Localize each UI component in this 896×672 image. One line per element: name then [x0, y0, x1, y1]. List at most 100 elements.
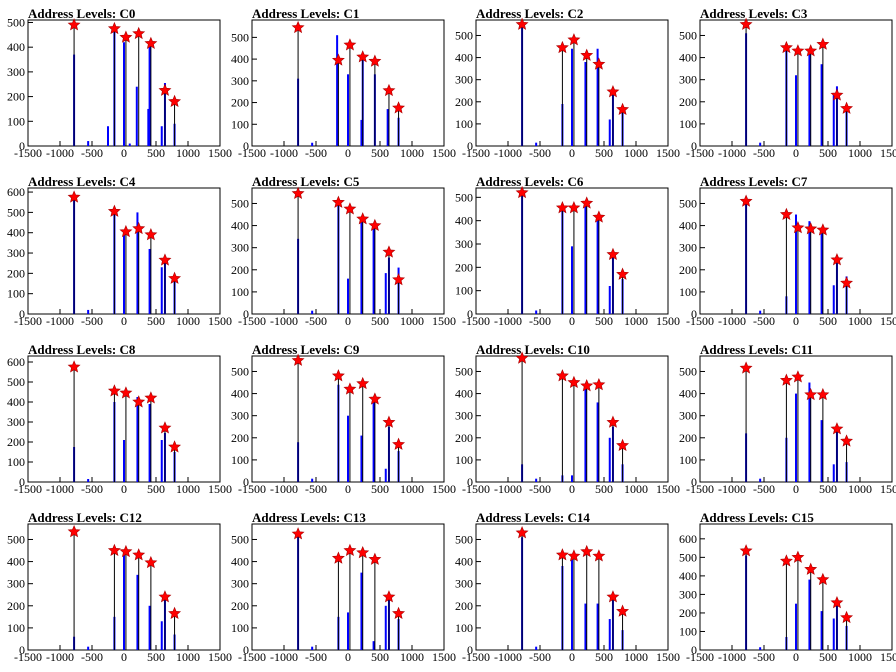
x-tick-label: -1000 — [494, 482, 522, 496]
histogram-bar — [596, 402, 599, 482]
histogram-bar — [384, 605, 387, 650]
x-tick-label: 0 — [121, 482, 127, 496]
x-tick-label: 1500 — [432, 650, 456, 664]
chart-title: Address Levels: C4 — [28, 174, 136, 189]
x-tick-label: 1000 — [848, 314, 872, 328]
peak-marker — [567, 549, 581, 562]
peak-marker — [791, 44, 805, 57]
y-tick-label: 100 — [231, 285, 249, 299]
x-tick-label: 500 — [595, 146, 613, 160]
x-tick-label: 1000 — [400, 650, 424, 664]
peak-marker — [804, 562, 818, 575]
y-tick-label: 200 — [7, 599, 25, 613]
peak-marker — [168, 271, 182, 284]
x-tick-label: -1500 — [686, 650, 714, 664]
peak-marker — [158, 253, 172, 266]
x-tick-label: 0 — [793, 314, 799, 328]
histogram-bar — [808, 221, 811, 314]
x-tick-label: 0 — [345, 650, 351, 664]
peak-marker — [392, 437, 406, 450]
y-tick-label: 0 — [467, 139, 473, 153]
histogram-bar — [372, 400, 375, 482]
peak-marker — [67, 190, 81, 203]
peak-marker — [356, 50, 370, 63]
x-tick-label: 0 — [793, 650, 799, 664]
histogram-bar — [160, 440, 163, 482]
x-tick-label: 0 — [345, 146, 351, 160]
peak-marker — [555, 369, 569, 382]
peak-marker — [119, 224, 133, 238]
x-tick-label: -500 — [529, 146, 551, 160]
peak-marker — [291, 353, 305, 366]
histogram-bar — [584, 62, 587, 146]
y-tick-label: 200 — [455, 599, 473, 613]
x-tick-label: -1500 — [462, 146, 490, 160]
x-tick-label: 0 — [569, 482, 575, 496]
y-tick-label: 300 — [7, 415, 25, 429]
chart-svg: 0 100 200 300 400 500 600 -1500 -1000 -500 0 500 100… — [7, 355, 232, 496]
peak-marker — [592, 210, 606, 223]
x-tick-label: -1500 — [238, 650, 266, 664]
x-tick-label: 1000 — [400, 146, 424, 160]
x-tick-label: -500 — [81, 314, 103, 328]
y-tick-label: 400 — [7, 226, 25, 240]
chart-panel: 0 100 200 300 400 500 -1500 -1000 -500 0 500 1000 15… — [448, 168, 680, 336]
x-tick-label: 1500 — [656, 650, 680, 664]
x-tick-label: 500 — [371, 146, 389, 160]
histogram-bar — [360, 572, 363, 650]
x-tick-label: 1500 — [656, 146, 680, 160]
histogram-bar — [107, 126, 109, 146]
y-tick-label: 400 — [231, 387, 249, 401]
y-tick-label: 600 — [679, 532, 697, 546]
y-tick-label: 100 — [7, 621, 25, 635]
peak-marker — [107, 21, 121, 35]
peak-marker — [119, 544, 133, 558]
peak-marker — [392, 606, 406, 620]
y-tick-label: 400 — [679, 51, 697, 65]
peak-marker — [343, 382, 357, 395]
peak-marker — [168, 440, 182, 453]
x-tick-label: -1500 — [14, 146, 42, 160]
y-tick-label: 300 — [679, 587, 697, 601]
chart-panel: 0 100 200 300 400 500 -1500 -1000 -500 0 500 1000 15… — [672, 336, 896, 504]
histogram-bar — [535, 478, 538, 482]
y-tick-label: 0 — [691, 139, 697, 153]
x-tick-label: -500 — [753, 146, 775, 160]
peak-marker — [356, 376, 370, 390]
x-tick-label: -500 — [81, 482, 103, 496]
chart-title: Address Levels: C5 — [252, 174, 360, 189]
histogram-bar — [795, 393, 797, 482]
x-tick-label: -1500 — [462, 314, 490, 328]
x-tick-label: -1000 — [494, 650, 522, 664]
peak-marker — [555, 201, 569, 214]
y-tick-label: 100 — [679, 285, 697, 299]
y-tick-label: 200 — [7, 90, 25, 104]
histogram-bar — [384, 468, 387, 482]
y-tick-label: 600 — [7, 185, 25, 199]
x-tick-label: 1500 — [880, 482, 896, 496]
peak-marker — [830, 595, 844, 609]
histogram-bar — [311, 142, 314, 146]
x-tick-label: -1000 — [270, 146, 298, 160]
peak-marker — [567, 201, 581, 214]
x-tick-label: -1000 — [718, 146, 746, 160]
histogram-bar — [808, 579, 811, 650]
histogram-bar — [795, 214, 797, 314]
peak-marker — [567, 375, 581, 389]
histogram-bar — [311, 310, 314, 314]
peak-marker — [331, 551, 345, 564]
x-tick-label: -1500 — [238, 146, 266, 160]
y-tick-label: 0 — [19, 307, 25, 321]
histogram-bar — [87, 141, 90, 146]
chart-panel: 0 100 200 300 400 500 600 -1500 -1000 -500 0 500 100… — [672, 504, 896, 672]
histogram-bar — [608, 619, 611, 650]
x-tick-label: -1500 — [462, 650, 490, 664]
x-tick-label: 1500 — [432, 482, 456, 496]
peak-marker — [816, 572, 830, 586]
peak-marker — [144, 227, 158, 241]
histogram-bar — [160, 621, 163, 650]
histogram-bar — [795, 75, 797, 146]
chart-title: Address Levels: C8 — [28, 342, 136, 357]
y-tick-label: 200 — [679, 95, 697, 109]
x-tick-label: 1000 — [848, 650, 872, 664]
